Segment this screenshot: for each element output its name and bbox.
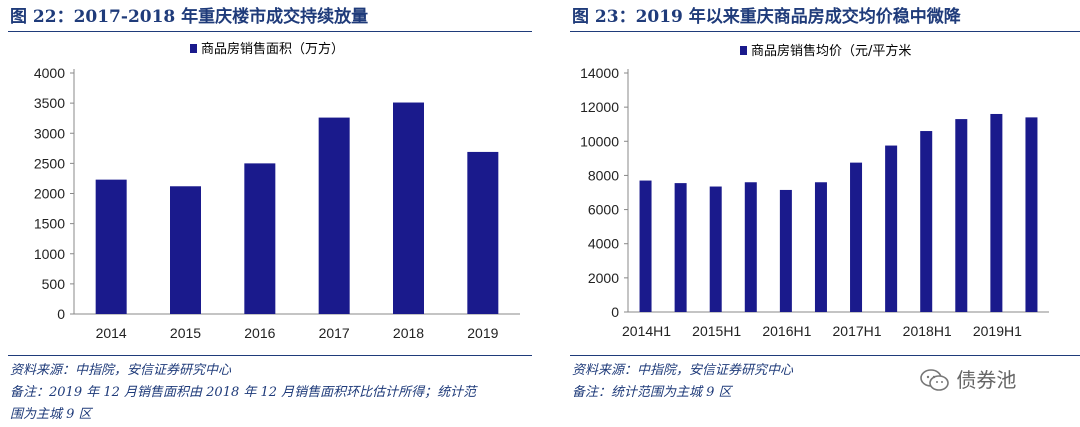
title-divider: [8, 31, 532, 32]
x-tick-label: 2014: [96, 325, 127, 341]
bar: [744, 182, 757, 312]
bar: [990, 113, 1003, 312]
legend-label: 商品房销售面积（万方）: [201, 41, 344, 57]
chart-panel-right: 图 23：2019 年以来重庆商品房成交均价稳中微降 0 2000 4000 6000…: [562, 0, 1080, 427]
y-tick-label: 3500: [34, 95, 65, 111]
x-tick-label: 2017: [319, 325, 350, 341]
bar-chart-sales-area: 0 500 1000 1500 2000 2500 3000 3500 4000 2014 2015…: [34, 41, 520, 341]
x-tick-label: 2019H1: [973, 323, 1022, 339]
chart-panel-left: 图 22：2017-2018 年重庆楼市成交持续放量 0 500 1000 1500 2…: [0, 0, 532, 427]
wechat-icon: [920, 369, 949, 391]
y-tick-label: 12000: [580, 99, 619, 115]
y-tick-label: 1000: [34, 246, 65, 262]
bar: [318, 117, 350, 315]
remark-line: 备注：统计范围为主城 9 区: [572, 385, 732, 400]
bar: [920, 131, 933, 312]
bar: [170, 186, 201, 314]
y-tick-label: 1500: [34, 216, 65, 232]
bar-chart-average-price: 0 2000 4000 6000 8000 10000 12000 14000 2014H1 20…: [580, 43, 1049, 339]
chart-notes: 资料来源：中指院，安信证券研究中心 备注：统计范围为主城 9 区: [572, 360, 1076, 404]
x-tick-label: 2019: [467, 325, 498, 341]
watermark: 债券池: [920, 364, 1016, 393]
bar: [95, 179, 127, 314]
y-tick-label: 8000: [588, 167, 619, 183]
bar: [639, 180, 652, 312]
figure-title: 图 22：2017-2018 年重庆楼市成交持续放量: [10, 7, 369, 27]
x-tick-label: 2015H1: [692, 323, 741, 339]
bar: [467, 151, 499, 314]
y-tick-label: 2000: [588, 270, 619, 286]
x-tick-label: 2017H1: [833, 323, 882, 339]
x-tick-label: 2015: [170, 325, 201, 341]
bar: [674, 183, 687, 312]
y-tick-label: 0: [57, 306, 65, 322]
x-tick-label: 2016: [244, 325, 275, 341]
watermark-label: 债券池: [956, 368, 1017, 392]
legend-label: 商品房销售均价（元/平方米: [751, 43, 911, 59]
y-tick-label: 4000: [588, 236, 619, 252]
bar: [955, 119, 968, 312]
y-tick-label: 3000: [34, 125, 65, 141]
y-tick-label: 500: [42, 276, 66, 292]
bar: [814, 182, 827, 312]
bar: [244, 163, 276, 314]
bar: [850, 162, 863, 312]
bar: [779, 189, 792, 312]
legend-swatch: [190, 44, 197, 53]
legend-swatch: [740, 46, 747, 55]
notes-divider: [570, 355, 1080, 356]
y-tick-label: 2500: [34, 155, 65, 171]
x-tick-label: 2018: [393, 325, 424, 341]
x-tick-label: 2014H1: [622, 323, 671, 339]
title-divider: [570, 31, 1080, 32]
remark-line: 围为主城 9 区: [10, 407, 92, 422]
bar: [885, 145, 898, 312]
bar: [1025, 117, 1038, 312]
x-tick-label: 2018H1: [903, 323, 952, 339]
y-tick-label: 6000: [588, 202, 619, 218]
chart-notes: 资料来源：中指院，安信证券研究中心 备注：2019 年 12 月销售面积由 20…: [10, 360, 528, 426]
notes-divider: [8, 355, 532, 356]
y-tick-label: 14000: [580, 65, 619, 81]
y-tick-label: 2000: [34, 186, 65, 202]
bar: [393, 102, 424, 315]
source-note: 资料来源：中指院，安信证券研究中心: [10, 363, 232, 378]
y-tick-label: 10000: [580, 133, 619, 149]
y-tick-label: 0: [611, 304, 619, 320]
figure-title: 图 23：2019 年以来重庆商品房成交均价稳中微降: [572, 7, 961, 27]
bar: [709, 186, 722, 312]
x-tick-label: 2016H1: [762, 323, 811, 339]
y-tick-label: 4000: [34, 65, 65, 81]
remark-line: 备注：2019 年 12 月销售面积由 2018 年 12 月销售面积环比估计所…: [10, 385, 477, 400]
source-note: 资料来源：中指院，安信证券研究中心: [572, 363, 794, 378]
